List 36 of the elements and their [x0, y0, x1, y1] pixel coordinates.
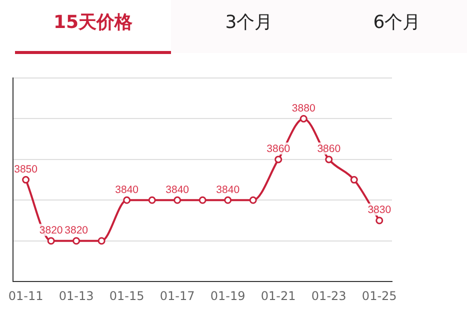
- x-tick-label: 01-11: [8, 288, 44, 303]
- text: 6个月: [327, 0, 467, 53]
- point: [224, 196, 232, 204]
- data-label: 3860: [317, 143, 341, 156]
- point: [123, 196, 131, 204]
- x-tick-label: 01-19: [210, 288, 246, 303]
- data-label: 3880: [292, 102, 316, 114]
- x-tick-label: 01-13: [58, 288, 94, 303]
- x-tick-label: 01-25: [362, 288, 397, 303]
- point: [376, 216, 384, 224]
- data-label: 3820: [64, 224, 88, 237]
- point: [47, 237, 55, 245]
- point: [198, 196, 206, 204]
- text: 3个月: [171, 0, 327, 53]
- x-tick-label: 01-23: [311, 288, 346, 303]
- chart-title: 15天价格: [52, 11, 134, 35]
- point: [274, 156, 282, 164]
- data-label: 3820: [39, 224, 63, 237]
- point: [98, 237, 106, 245]
- x-tick-label: 01-15: [109, 288, 144, 303]
- x-tick-label: 01-17: [160, 288, 195, 303]
- point: [22, 176, 30, 184]
- data-label: 3860: [266, 143, 290, 156]
- x-tick-label: 01-21: [260, 288, 296, 303]
- data-label: 3840: [166, 184, 190, 196]
- data-label: 3850: [14, 163, 38, 176]
- point: [325, 156, 333, 164]
- point: [249, 196, 257, 204]
- point: [300, 114, 308, 122]
- point: [350, 176, 358, 184]
- point: [174, 196, 182, 204]
- data-label: 3840: [216, 184, 240, 196]
- data-label: 3840: [115, 184, 139, 196]
- point: [148, 196, 156, 204]
- point: [72, 237, 80, 245]
- data-label: 3830: [368, 204, 392, 216]
